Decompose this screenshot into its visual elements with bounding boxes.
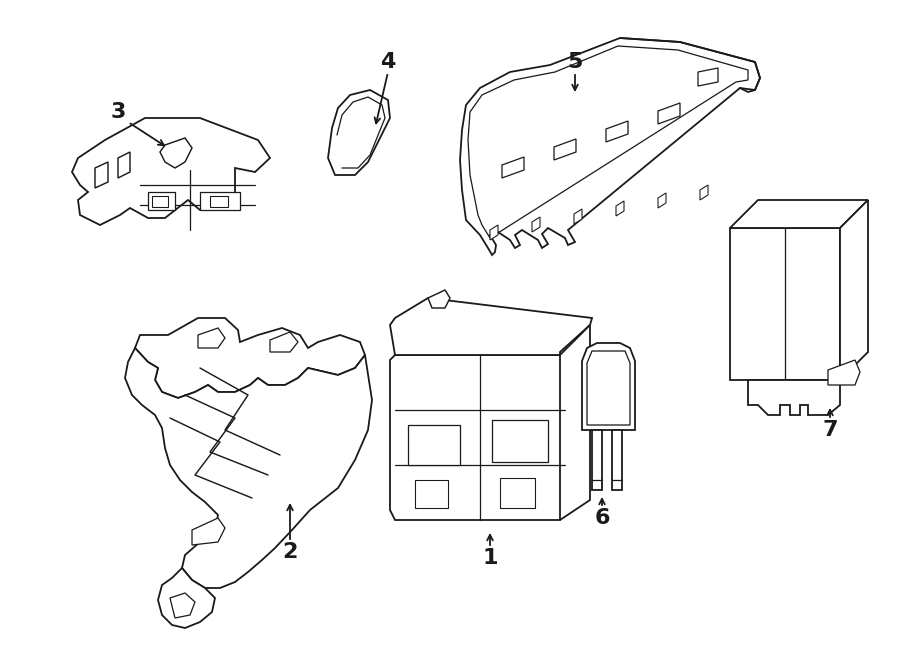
Polygon shape bbox=[72, 118, 270, 225]
Polygon shape bbox=[554, 139, 576, 160]
Polygon shape bbox=[616, 201, 624, 216]
Text: 1: 1 bbox=[482, 548, 498, 568]
Text: 2: 2 bbox=[283, 542, 298, 562]
Polygon shape bbox=[582, 343, 635, 430]
Polygon shape bbox=[748, 380, 840, 415]
Polygon shape bbox=[328, 90, 390, 175]
Polygon shape bbox=[270, 332, 298, 352]
Polygon shape bbox=[170, 593, 195, 618]
Polygon shape bbox=[532, 217, 540, 232]
Polygon shape bbox=[606, 121, 628, 142]
Polygon shape bbox=[492, 420, 548, 462]
Polygon shape bbox=[158, 568, 215, 628]
Text: 4: 4 bbox=[381, 52, 396, 72]
Text: 6: 6 bbox=[594, 508, 610, 528]
Polygon shape bbox=[198, 328, 225, 348]
Polygon shape bbox=[698, 68, 718, 86]
Polygon shape bbox=[840, 200, 868, 380]
Text: 7: 7 bbox=[823, 420, 838, 440]
Polygon shape bbox=[658, 103, 680, 124]
Polygon shape bbox=[574, 209, 582, 224]
Polygon shape bbox=[730, 228, 840, 380]
Polygon shape bbox=[210, 196, 228, 207]
Polygon shape bbox=[828, 360, 860, 385]
Polygon shape bbox=[160, 138, 192, 168]
Polygon shape bbox=[390, 355, 565, 520]
Polygon shape bbox=[700, 185, 708, 200]
Polygon shape bbox=[428, 290, 450, 308]
Polygon shape bbox=[502, 157, 524, 178]
Polygon shape bbox=[95, 162, 108, 188]
Polygon shape bbox=[118, 152, 130, 178]
Polygon shape bbox=[390, 298, 592, 355]
Polygon shape bbox=[500, 478, 535, 508]
Polygon shape bbox=[415, 480, 448, 508]
Polygon shape bbox=[135, 318, 365, 398]
Polygon shape bbox=[730, 200, 868, 228]
Polygon shape bbox=[587, 351, 630, 425]
Polygon shape bbox=[152, 196, 168, 207]
Polygon shape bbox=[612, 430, 622, 490]
Text: 3: 3 bbox=[111, 102, 126, 122]
Polygon shape bbox=[592, 430, 602, 490]
Polygon shape bbox=[490, 225, 498, 240]
Polygon shape bbox=[460, 38, 760, 255]
Polygon shape bbox=[658, 193, 666, 208]
Text: 5: 5 bbox=[567, 52, 582, 72]
Polygon shape bbox=[148, 192, 175, 210]
Polygon shape bbox=[560, 325, 590, 520]
Polygon shape bbox=[408, 425, 460, 465]
Polygon shape bbox=[125, 348, 372, 588]
Polygon shape bbox=[192, 518, 225, 545]
Polygon shape bbox=[200, 192, 240, 210]
